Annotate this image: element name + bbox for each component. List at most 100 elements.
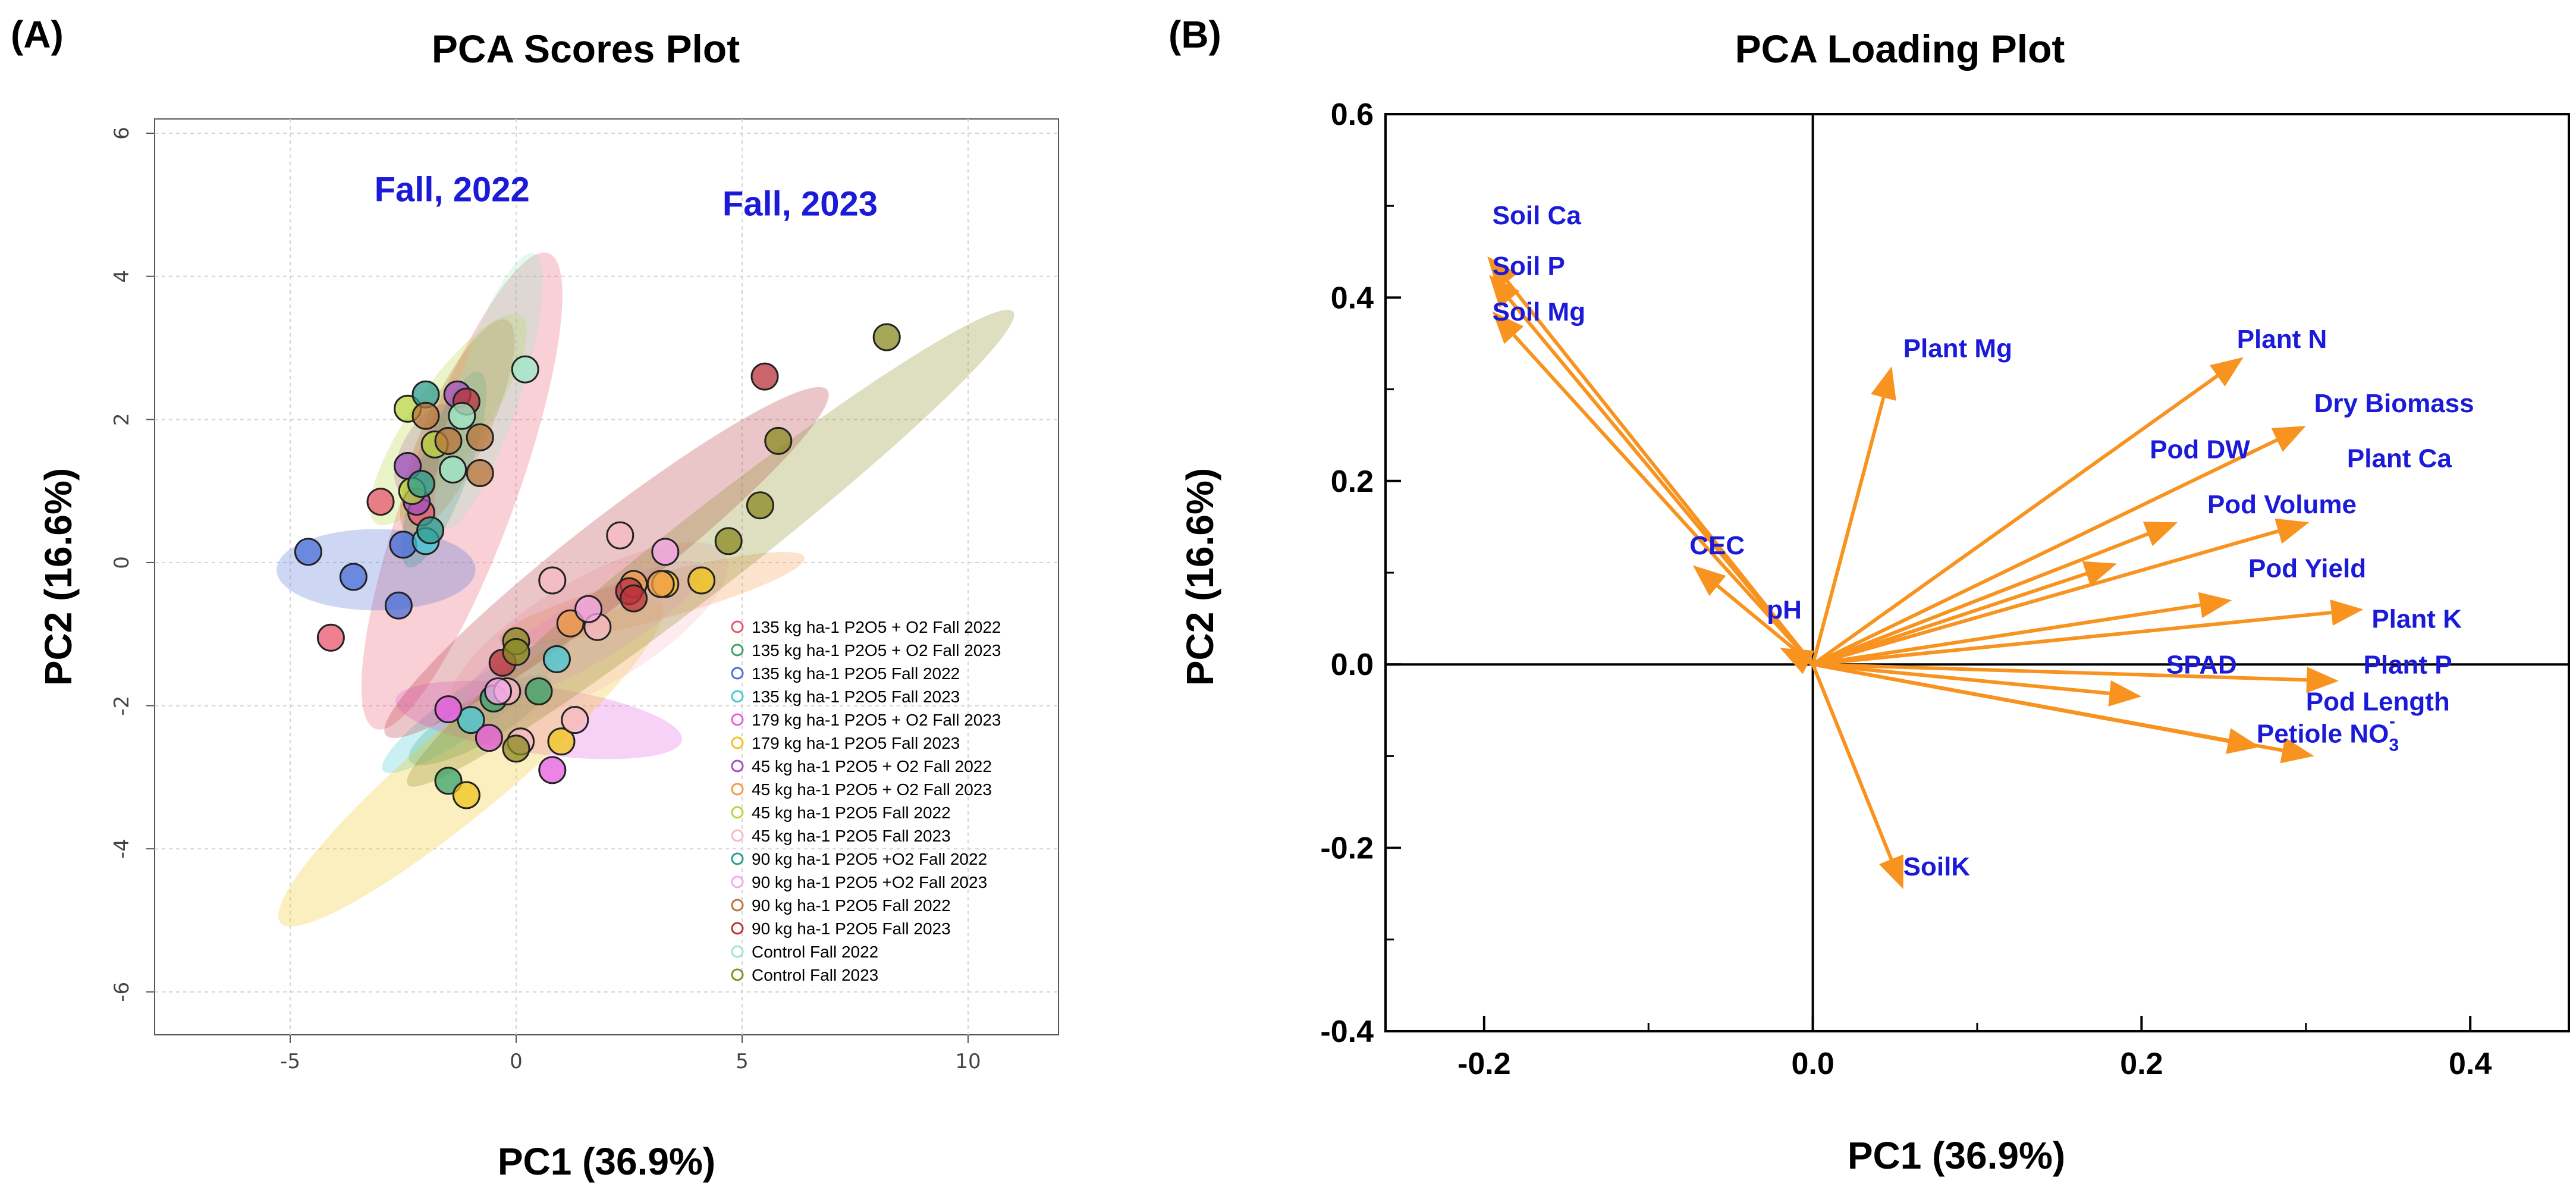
loading-label: Pod Length bbox=[2306, 687, 2450, 716]
score-point bbox=[511, 355, 539, 384]
score-point bbox=[651, 538, 680, 566]
score-point bbox=[316, 623, 345, 652]
score-point bbox=[366, 488, 395, 516]
score-point bbox=[538, 566, 567, 595]
y-tick-label: 0.2 bbox=[1331, 464, 1374, 499]
score-point bbox=[561, 706, 589, 734]
loading-label: Soil Mg bbox=[1493, 297, 1585, 326]
loading-vector-shaft bbox=[1812, 663, 2229, 743]
loading-vector bbox=[1811, 664, 1903, 889]
legend-entry: Control Fall 2022 bbox=[752, 943, 878, 961]
loading-vector-shaft bbox=[1812, 572, 2087, 667]
loading-vector bbox=[1812, 663, 2339, 693]
loading-vector bbox=[1811, 366, 1896, 665]
panel-a-letter: (A) bbox=[11, 13, 64, 56]
scores-plot: -5 0 5 10 -6 -4 -2 0 2 4 6 Fall, 2022 Fall, 2023 13… bbox=[110, 118, 1059, 1073]
x-tick-label: 10 bbox=[955, 1050, 981, 1073]
legend-entry: 90 kg ha-1 P2O5 +O2 Fall 2022 bbox=[752, 850, 987, 868]
legend-marker bbox=[731, 922, 744, 935]
score-point bbox=[620, 584, 648, 613]
loading-vector bbox=[1812, 518, 2310, 667]
loading-plot: -0.2 0.0 0.2 0.4 -0.4 -0.2 0.0 0.2 0.4 0.6 Soil C… bbox=[1320, 98, 2570, 1081]
y-tick-label: 0 bbox=[110, 556, 134, 569]
loading-vector bbox=[1812, 663, 2260, 754]
loading-vector-arrowhead bbox=[2330, 599, 2364, 626]
scores-plot-ticks: -5 0 5 10 -6 -4 -2 0 2 4 6 bbox=[110, 127, 981, 1073]
loading-plot-labels: Soil Ca Soil P Soil Mg Plant Mg Plant N Dry B… bbox=[1493, 201, 2474, 881]
loading-label-subscript: 3 bbox=[2389, 735, 2399, 755]
loading-vector bbox=[1812, 592, 2232, 667]
loading-vector-arrowhead bbox=[2082, 561, 2117, 586]
y-tick-label: 0.4 bbox=[1331, 281, 1374, 315]
loading-vector-shaft bbox=[1808, 660, 1814, 666]
loading-label: Pod Yield bbox=[2248, 554, 2366, 583]
y-tick-label: -2 bbox=[110, 696, 134, 716]
score-point bbox=[475, 724, 503, 752]
loading-vector bbox=[1811, 357, 2244, 666]
loading-vector-shaft bbox=[1811, 397, 1886, 665]
loading-plot-xlabel: PC1 (36.9%) bbox=[1848, 1134, 2065, 1177]
score-point bbox=[457, 706, 485, 734]
confidence-ellipse bbox=[395, 680, 682, 759]
loading-label: Plant Ca bbox=[2347, 444, 2452, 473]
loading-plot-frame bbox=[1384, 113, 2570, 1032]
loading-plot-ylabel: PC2 (16.6%) bbox=[1179, 468, 1221, 686]
loading-label: SoilK bbox=[1903, 852, 1971, 881]
legend-marker bbox=[731, 690, 744, 703]
legend-marker bbox=[731, 852, 744, 865]
loading-vector-shaft bbox=[1812, 663, 2307, 682]
loading-label: Petiole NO3 - bbox=[2257, 711, 2399, 755]
confidence-ellipse bbox=[382, 638, 569, 773]
score-point bbox=[687, 566, 716, 595]
score-point bbox=[466, 423, 494, 451]
x-tick-label: -0.2 bbox=[1457, 1047, 1511, 1081]
legend-marker bbox=[731, 806, 744, 819]
loading-vector-shaft bbox=[1812, 529, 2279, 667]
scores-plot-title: PCA Scores Plot bbox=[432, 27, 740, 71]
scores-plot-frame bbox=[154, 118, 1059, 1035]
loading-vector-arrowhead bbox=[2271, 426, 2306, 452]
loading-vector bbox=[1492, 311, 1814, 666]
y-tick-label: 2 bbox=[110, 413, 134, 426]
y-tick-label: 4 bbox=[110, 270, 134, 283]
score-point bbox=[339, 563, 367, 591]
score-point bbox=[872, 323, 901, 351]
legend-entry: 90 kg ha-1 P2O5 +O2 Fall 2023 bbox=[752, 873, 987, 891]
loading-vector bbox=[1812, 561, 2117, 667]
y-tick-label: -0.4 bbox=[1320, 1015, 1374, 1049]
loading-vector bbox=[1780, 648, 1815, 674]
y-tick-label: -0.2 bbox=[1320, 831, 1374, 866]
score-point bbox=[750, 362, 779, 391]
loading-vector-arrowhead bbox=[2108, 680, 2142, 707]
legend-marker bbox=[731, 899, 744, 912]
score-point bbox=[407, 470, 435, 498]
legend-marker bbox=[731, 875, 744, 889]
loading-vector bbox=[1812, 599, 2364, 667]
x-tick-label: 0.2 bbox=[2120, 1047, 2163, 1081]
loading-vector-arrowhead bbox=[2226, 728, 2260, 754]
loading-label: SPAD bbox=[2166, 651, 2237, 680]
group-annotation: Fall, 2022 bbox=[375, 170, 530, 209]
score-point bbox=[746, 491, 774, 520]
score-point bbox=[439, 456, 467, 484]
loading-vector bbox=[1812, 522, 2178, 666]
loading-vector-shaft bbox=[1811, 374, 2219, 666]
score-point bbox=[434, 426, 463, 455]
loading-label: Pod DW bbox=[2150, 435, 2250, 464]
legend-marker bbox=[731, 736, 744, 749]
score-point bbox=[294, 538, 322, 566]
loading-plot-vectors bbox=[1487, 256, 2364, 889]
loading-label: pH bbox=[1767, 595, 1802, 624]
legend-marker bbox=[731, 713, 744, 726]
legend-entry: 90 kg ha-1 P2O5 Fall 2022 bbox=[752, 896, 951, 915]
scores-plot-ylabel: PC2 (16.6%) bbox=[37, 468, 80, 686]
legend-entry: 179 kg ha-1 P2O5 Fall 2023 bbox=[752, 734, 960, 752]
y-tick-label: 0.6 bbox=[1331, 98, 1374, 132]
loading-vector-shaft bbox=[1811, 664, 1893, 861]
score-point bbox=[502, 734, 530, 763]
score-point bbox=[574, 595, 603, 623]
legend-entry: 135 kg ha-1 P2O5 + O2 Fall 2022 bbox=[752, 618, 1001, 636]
score-point bbox=[448, 401, 476, 430]
loading-vector-shaft bbox=[1812, 532, 2148, 666]
loading-plot-title: PCA Loading Plot bbox=[1735, 27, 2065, 71]
